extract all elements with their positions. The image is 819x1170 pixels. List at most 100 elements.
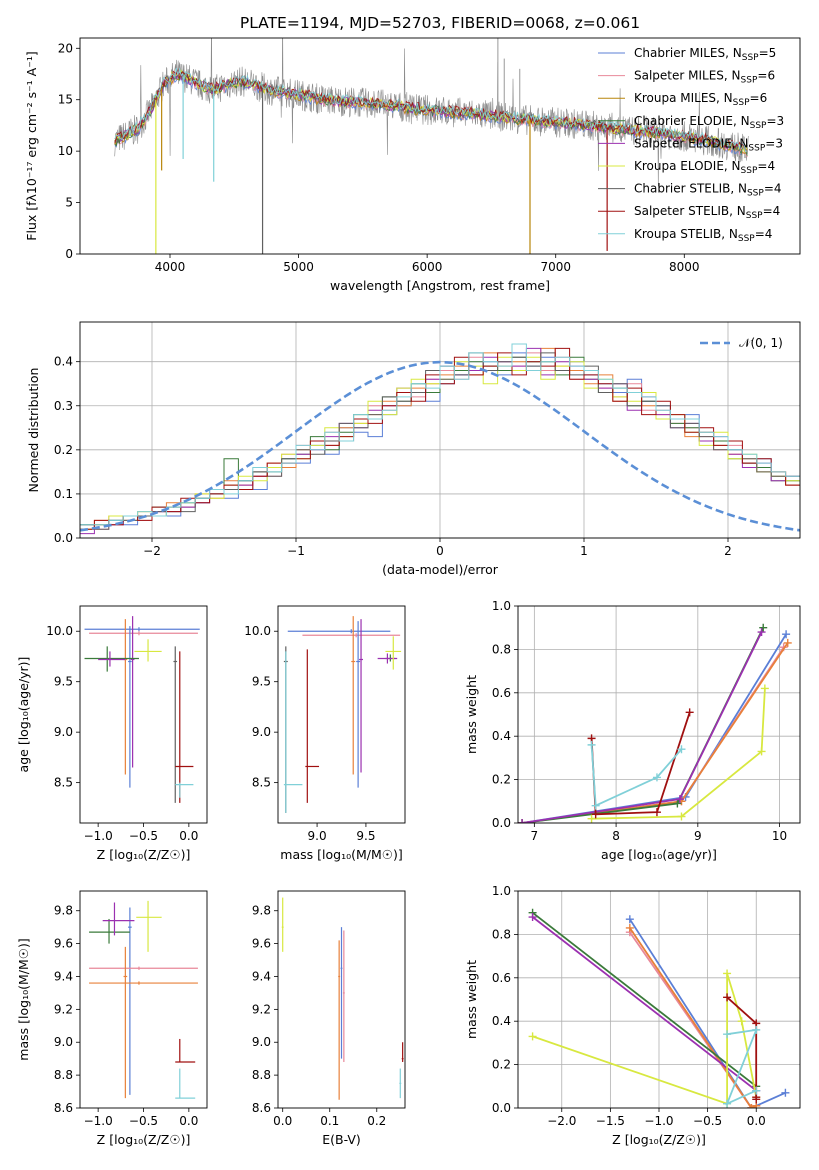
weight-marker <box>757 747 766 756</box>
y-tick-label: 10.0 <box>46 624 73 638</box>
weight-marker <box>591 810 600 819</box>
x-tick-label: 0.2 <box>367 1114 386 1128</box>
weight-marker <box>752 1025 761 1034</box>
x-tick-label: 0.0 <box>179 1114 198 1128</box>
axes-frame <box>79 890 208 1109</box>
weight-marker <box>723 1030 732 1039</box>
model-spectrum-line <box>114 68 748 152</box>
weight-line <box>725 1028 758 1106</box>
weight-marker <box>625 923 634 932</box>
x-tick-label: 9 <box>694 829 702 843</box>
y-tick-label: 0.0 <box>54 531 73 545</box>
x-tick-label: 0.1 <box>320 1114 339 1128</box>
x-axis-label: Z [log₁₀(Z/Z☉)] <box>97 1132 191 1147</box>
errorbar-plot-area <box>84 616 200 803</box>
y-tick-label: 1.0 <box>492 884 511 898</box>
legend-entry: Chabrier ELODIE, NSSP=3 <box>634 114 784 131</box>
x-tick-label: 4000 <box>155 260 186 274</box>
weight-marker <box>528 913 537 922</box>
y-tick-label: 0.8 <box>492 927 511 941</box>
y-tick-label: 0.4 <box>54 355 73 369</box>
spectrum-plot-area <box>114 38 749 254</box>
x-tick-label: 10 <box>772 829 787 843</box>
weight-line <box>521 631 763 823</box>
y-tick-label: 0.6 <box>492 686 511 700</box>
y-tick-label: 0.6 <box>492 971 511 985</box>
y-tick-label: 1.0 <box>492 599 511 613</box>
histogram-step <box>80 356 800 538</box>
weight-line <box>521 646 785 823</box>
weight-marker <box>752 1086 761 1095</box>
x-tick-label: 8 <box>612 829 620 843</box>
weight-line <box>521 627 765 823</box>
weight-line <box>590 744 683 807</box>
x-axis-label: wavelength [Angstrom, rest frame] <box>330 278 550 293</box>
y-tick-label: 9.6 <box>252 937 271 951</box>
weight-marker <box>723 969 732 978</box>
histogram-step <box>80 347 800 538</box>
y-tick-label: 0.2 <box>54 443 73 457</box>
legend-entry: 𝒩(0, 1) <box>739 336 783 350</box>
weight-marker <box>677 745 686 754</box>
weight-line <box>591 688 766 820</box>
x-tick-label: −2 <box>143 544 161 558</box>
weight-marker <box>781 1088 790 1097</box>
y-axis-label: Normed distribution <box>26 368 41 493</box>
weight-marker <box>528 1032 537 1041</box>
y-axis-label: age [log₁₀(age/yr)] <box>16 657 31 773</box>
y-tick-label: 20 <box>58 41 73 55</box>
y-tick-label: 10 <box>58 144 73 158</box>
weight-marker <box>747 1104 756 1108</box>
histogram-step <box>80 347 800 538</box>
axes-frame <box>277 605 406 824</box>
y-tick-label: 0.3 <box>54 399 73 413</box>
weight-marker <box>685 708 694 717</box>
y-tick-label: 8.5 <box>252 776 271 790</box>
x-tick-label: 5000 <box>283 260 314 274</box>
weight-plot-area <box>518 623 792 823</box>
x-tick-label: −1.5 <box>596 1114 625 1128</box>
y-tick-label: 9.0 <box>252 1035 271 1049</box>
y-tick-label: 9.4 <box>252 969 271 983</box>
weight-marker <box>782 630 791 639</box>
x-axis-label: Z [log₁₀(Z/Z☉)] <box>612 1132 706 1147</box>
mass-vs-Z-panel: −1.0 −0.5 0.0 8.6 8.8 9.0 9.2 9.4 9.6 9.8 Z [log₁₀… <box>16 890 208 1147</box>
age-vs-mass-panel: 9.0 9.5 8.5 9.0 9.5 10.0 mass [log₁₀(M/M☉)] <box>244 605 406 862</box>
x-axis-label: (data-model)/error <box>382 562 499 577</box>
y-tick-label: 5 <box>65 196 73 210</box>
y-tick-label: 9.5 <box>252 675 271 689</box>
y-axis-label: mass weight <box>464 960 479 1039</box>
weight-marker <box>587 814 596 823</box>
spectrum-legend: Chabrier MILES, NSSP=5 Salpeter MILES, NS… <box>598 46 784 244</box>
legend-entry: Kroupa STELIB, NSSP=4 <box>634 227 772 244</box>
weight-line <box>629 927 757 1108</box>
y-tick-label: 9.8 <box>252 904 271 918</box>
x-tick-label: −1.0 <box>644 1114 673 1128</box>
x-axis-label: mass [log₁₀(M/M☉)] <box>280 847 402 862</box>
y-tick-label: 9.5 <box>54 675 73 689</box>
weight-marker <box>723 1099 732 1108</box>
weight-marker <box>591 801 600 810</box>
weight-marker <box>757 628 766 637</box>
y-tick-label: 0.1 <box>54 487 73 501</box>
y-tick-label: 0.0 <box>492 816 511 830</box>
legend-entry: Chabrier STELIB, NSSP=4 <box>634 182 782 199</box>
weight-plot-area <box>528 908 790 1108</box>
y-tick-label: 9.6 <box>54 937 73 951</box>
weight-marker <box>625 915 634 924</box>
y-tick-label: 9.0 <box>54 1035 73 1049</box>
y-tick-label: 9.2 <box>252 1002 271 1016</box>
histogram-step <box>80 347 800 538</box>
x-axis-label: E(B-V) <box>322 1132 361 1147</box>
y-tick-label: 9.0 <box>252 725 271 739</box>
weight-line <box>629 918 786 1108</box>
y-tick-label: 9.4 <box>54 969 73 983</box>
y-tick-label: 9.0 <box>54 725 73 739</box>
x-tick-label: 9.0 <box>308 829 327 843</box>
y-tick-label: 0 <box>65 247 73 261</box>
axes-frame <box>517 890 801 1109</box>
y-tick-label: 8.8 <box>252 1068 271 1082</box>
weight-marker <box>587 740 596 749</box>
weight-marker <box>723 993 732 1002</box>
